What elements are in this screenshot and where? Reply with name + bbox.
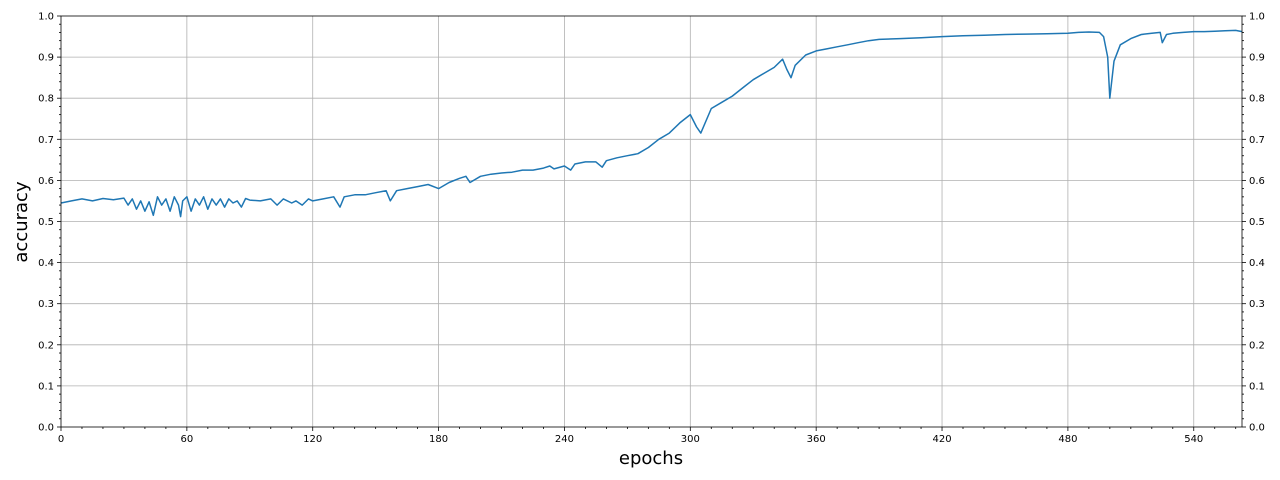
x-tick-label: 180 — [429, 434, 448, 445]
y-tick-label-right: 0.1 — [1249, 381, 1265, 392]
y-tick-label-right: 0.9 — [1249, 53, 1265, 64]
y-tick-label-right: 0.5 — [1249, 217, 1265, 228]
y-axis-title: accuracy — [11, 181, 32, 263]
y-tick-label-right: 0.0 — [1249, 423, 1265, 434]
series-layer — [60, 29, 1243, 218]
y-tick-label-left: 0.7 — [38, 135, 54, 146]
y-tick-label-right: 0.7 — [1249, 135, 1265, 146]
y-tick-label-right: 1.0 — [1249, 12, 1265, 23]
x-tick-label: 300 — [681, 434, 700, 445]
y-tick-label-right: 0.2 — [1249, 340, 1265, 351]
x-tick-label: 240 — [555, 434, 574, 445]
x-tick-label: 120 — [303, 434, 322, 445]
y-tick-label-left: 1.0 — [38, 12, 54, 23]
y-tick-label-left: 0.6 — [38, 176, 54, 187]
x-tick-label: 360 — [807, 434, 826, 445]
grid-lines — [61, 16, 1242, 427]
x-tick-label: 420 — [932, 434, 951, 445]
y-tick-label-left: 0.4 — [38, 258, 54, 269]
y-tick-label-left: 0.2 — [38, 340, 54, 351]
y-tick-label-right: 0.4 — [1249, 258, 1265, 269]
accuracy-series-line — [60, 29, 1243, 218]
tick-labels: 0 60 120 180 240 300 360 420 480 540 0.0 0.0 0.1 0.1 0… — [38, 12, 1265, 446]
y-tick-label-left: 0.0 — [38, 423, 54, 434]
y-tick-label-right: 0.3 — [1249, 299, 1265, 310]
y-tick-label-left: 0.3 — [38, 299, 54, 310]
y-tick-label-left: 0.8 — [38, 94, 54, 105]
y-tick-label-left: 0.5 — [38, 217, 54, 228]
x-tick-label: 60 — [180, 434, 193, 445]
y-tick-label-left: 0.9 — [38, 53, 54, 64]
x-tick-label: 480 — [1058, 434, 1077, 445]
plot-frame — [60, 15, 1243, 428]
x-tick-label: 0 — [58, 434, 64, 445]
y-tick-label-right: 0.8 — [1249, 94, 1265, 105]
x-tick-label: 540 — [1184, 434, 1203, 445]
y-tick-label-left: 0.1 — [38, 381, 54, 392]
y-tick-label-right: 0.6 — [1249, 176, 1265, 187]
x-axis-title: epochs — [619, 448, 683, 469]
